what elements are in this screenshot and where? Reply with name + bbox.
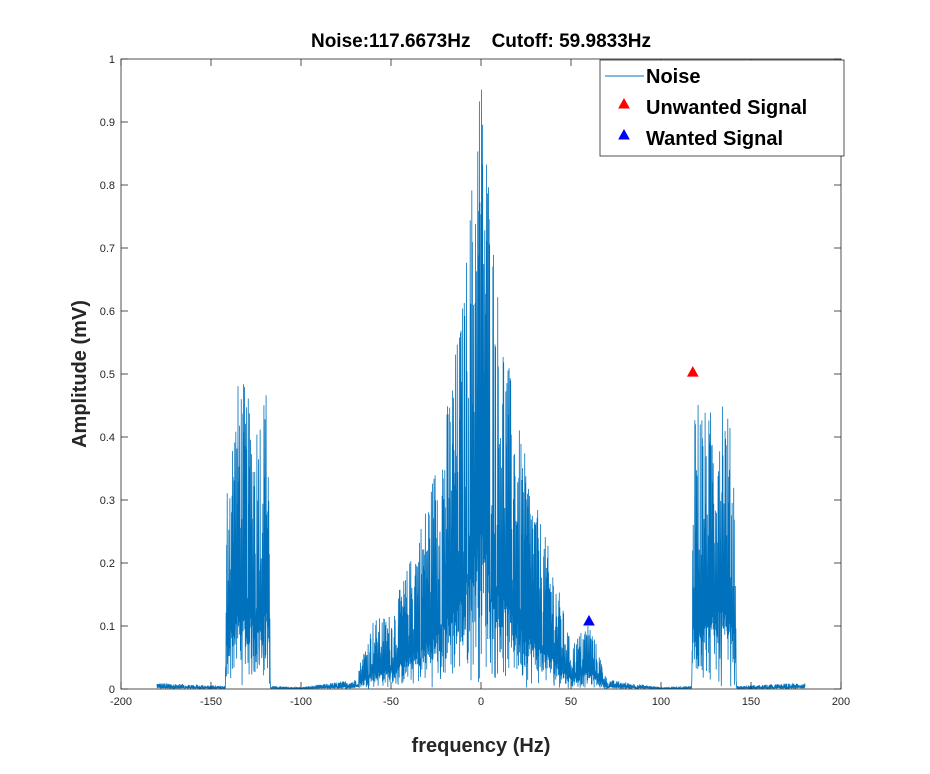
x-tick-label: 150 [742, 696, 760, 708]
unwanted-signal-marker [686, 366, 699, 377]
legend-item-noise[interactable]: Noise [646, 66, 700, 88]
y-tick-label: 0.3 [100, 495, 115, 507]
y-tick-label: 0.4 [100, 432, 115, 444]
y-tick-label: 0.1 [100, 621, 115, 633]
plot-area [156, 89, 806, 689]
x-tick-label: -150 [200, 696, 222, 708]
legend-unwanted-swatch [618, 97, 630, 109]
legend-wanted-swatch [618, 128, 630, 140]
x-tick-label: 50 [565, 696, 577, 708]
y-tick-label: 0.8 [100, 180, 115, 192]
x-tick-label: -100 [290, 696, 312, 708]
x-tick-label: -50 [383, 696, 399, 708]
y-tick-label: 0.7 [100, 243, 115, 255]
y-axis-label: Amplitude (mV) [69, 300, 91, 448]
x-tick-label: 0 [478, 696, 484, 708]
legend-item-wanted-signal[interactable]: Wanted Signal [646, 128, 783, 150]
y-tick-label: 0 [109, 684, 115, 696]
x-tick-label: -200 [110, 696, 132, 708]
x-axis-label: frequency (Hz) [412, 735, 551, 757]
y-tick-label: 1 [109, 54, 115, 66]
y-tick-label: 0.9 [100, 117, 115, 129]
x-tick-label: 100 [652, 696, 670, 708]
wanted-signal-marker [583, 614, 595, 626]
y-tick-label: 0.6 [100, 306, 115, 318]
x-tick-label: 200 [832, 696, 850, 708]
legend[interactable]: Noise Unwanted Signal Wanted Signal [599, 59, 845, 157]
axes: -200 -150 -100 -50 0 50 100 150 200 0 0.1 0.2 0.3 0.4… [100, 54, 850, 708]
y-tick-label: 0.2 [100, 558, 115, 570]
legend-item-unwanted-signal[interactable]: Unwanted Signal [646, 97, 807, 119]
chart-title: Noise:117.6673Hz Cutoff: 59.9833Hz [311, 31, 651, 52]
y-tick-label: 0.5 [100, 369, 115, 381]
noise-series-line [156, 89, 806, 689]
